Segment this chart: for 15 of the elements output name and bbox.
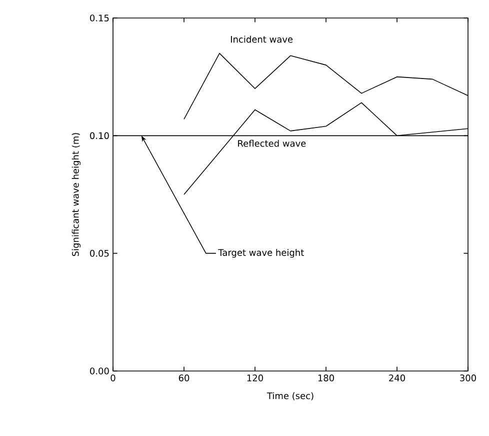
- y-tick-label: 0.00: [90, 368, 109, 374]
- x-tick-label: 60: [178, 374, 190, 382]
- y-axis-title: Significant wave height (m): [72, 133, 81, 256]
- x-tick-label: 120: [247, 374, 263, 382]
- x-tick-label: 300: [460, 374, 476, 382]
- series-label: Incident wave: [231, 36, 293, 43]
- series-label: Reflected wave: [238, 140, 306, 147]
- x-tick-label: 0: [110, 374, 116, 382]
- x-tick-label: 180: [318, 374, 334, 382]
- y-tick-label: 0.05: [90, 250, 109, 257]
- x-tick-label: 240: [389, 374, 405, 382]
- x-axis-title: Time (sec): [266, 392, 314, 400]
- y-tick-label: 0.10: [90, 132, 109, 140]
- ref-line-label: Target wave height: [218, 248, 304, 258]
- y-tick-label: 0.15: [90, 14, 109, 22]
